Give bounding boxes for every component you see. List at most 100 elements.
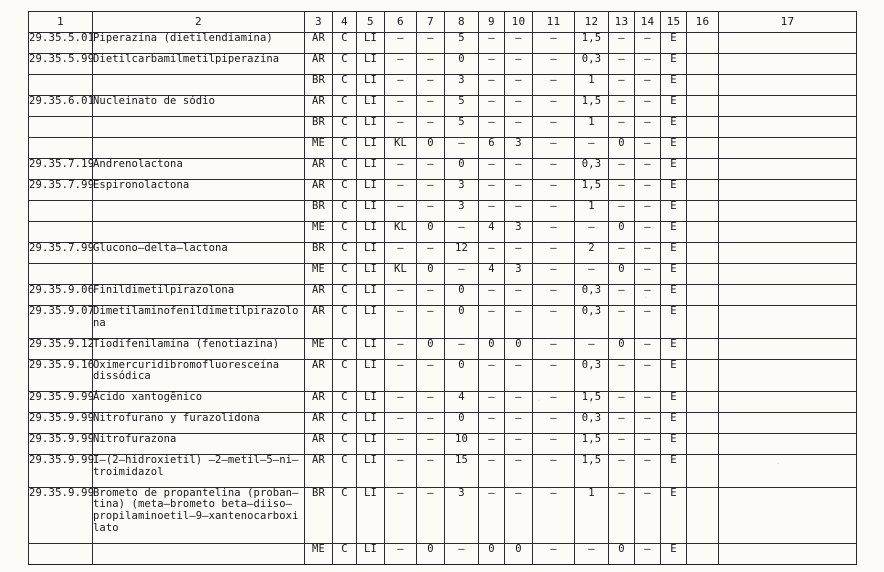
col-header-2: 2 [92, 11, 305, 33]
cell-col-12: 0,3 [574, 284, 609, 306]
cell-col-6: – [384, 391, 417, 414]
cell-col-17 [718, 454, 857, 488]
table-row: 29.35.5.99 Dietilcarbamilmetilpiperazina A… [28, 53, 857, 75]
cell-col-16 [686, 158, 719, 180]
cell-col-8: 4 [444, 391, 479, 414]
cell-col-10: 0 [504, 542, 533, 565]
cell-col-5: LI [356, 200, 385, 222]
cell-col-10: 3 [504, 263, 533, 285]
cell-col-7: – [416, 412, 445, 435]
cell-col-12: 0,3 [574, 358, 609, 393]
cell-col-5: LI [356, 95, 385, 117]
description-line: tina) (meta–brometo beta–diiso– [93, 498, 293, 511]
cell-col-14: – [634, 305, 661, 339]
cell-col-13: – [608, 53, 635, 75]
cell-col-3: ME [304, 542, 333, 565]
cell-col-7: – [416, 179, 445, 201]
cell-col-7: – [416, 158, 445, 180]
cell-code: 29.35.9.16 [28, 358, 94, 393]
cell-col-4: C [332, 158, 357, 180]
cell-col-12: – [574, 221, 609, 243]
cell-col-15: E [660, 137, 687, 159]
cell-col-16 [686, 242, 719, 264]
cell-col-3: AR [304, 158, 333, 180]
cell-col-8: 3 [444, 200, 479, 222]
cell-col-3: AR [304, 412, 333, 435]
cell-col-11: – [532, 74, 575, 96]
cell-code: 29.35.6.01 [28, 95, 94, 117]
cell-col-13: – [608, 179, 635, 201]
cell-col-8: 5 [444, 95, 479, 117]
cell-description [92, 74, 305, 96]
cell-col-12: 1,5 [574, 454, 609, 488]
cell-code: 29.35.7.99 [28, 179, 94, 201]
cell-description [92, 116, 305, 138]
cell-description: Oximercuridibromofluoresceína dissódica [92, 358, 305, 393]
cell-description [92, 263, 305, 285]
cell-col-8: – [444, 137, 479, 159]
cell-col-14: – [634, 412, 661, 435]
col-header-3: 3 [304, 11, 333, 33]
cell-col-16 [686, 74, 719, 96]
cell-col-10: – [504, 391, 533, 414]
cell-col-15: E [660, 358, 687, 393]
cell-col-17 [718, 137, 857, 159]
table-row: 29.35.6.01 Nucleinato de sódio AR C LI – –5– – –… [28, 95, 857, 117]
cell-description: Andrenolactona [92, 158, 305, 180]
cell-col-11: – [532, 242, 575, 264]
description-line: troimidazol [93, 465, 164, 478]
cell-col-3: BR [304, 116, 333, 138]
cell-col-12: 0,3 [574, 412, 609, 435]
cell-code: 29.35.9.99 [28, 412, 94, 435]
cell-col-10: – [504, 179, 533, 201]
cell-col-16 [686, 137, 719, 159]
cell-col-5: LI [356, 284, 385, 306]
cell-col-12: 0,3 [574, 305, 609, 339]
cell-col-14: – [634, 337, 661, 360]
cell-col-8: 5 [444, 32, 479, 54]
cell-col-11: – [532, 542, 575, 565]
cell-col-14: – [634, 74, 661, 96]
col-header-11: 11 [532, 11, 575, 33]
cell-col-4: C [332, 542, 357, 565]
cell-col-10: – [504, 74, 533, 96]
cell-col-11: – [532, 32, 575, 54]
cell-description [92, 200, 305, 222]
cell-col-3: ME [304, 337, 333, 360]
cell-col-9: 4 [478, 221, 505, 243]
cell-col-14: – [634, 433, 661, 456]
cell-col-11: – [532, 412, 575, 435]
cell-code: 29.35.7.99 [28, 242, 94, 264]
cell-col-13: – [608, 358, 635, 393]
col-header-10: 10 [504, 11, 533, 33]
cell-col-11: – [532, 337, 575, 360]
cell-col-12: 0,3 [574, 53, 609, 75]
cell-col-15: E [660, 391, 687, 414]
cell-col-11: – [532, 158, 575, 180]
cell-col-10: – [504, 32, 533, 54]
cell-description: Brometo de propantelina (proban– tina) (m… [92, 486, 305, 544]
cell-col-9: – [478, 95, 505, 117]
cell-col-3: BR [304, 486, 333, 544]
cell-col-11: – [532, 200, 575, 222]
cell-col-7: – [416, 74, 445, 96]
cell-col-17 [718, 221, 857, 243]
cell-col-14: – [634, 358, 661, 393]
cell-col-3: AR [304, 179, 333, 201]
description-line: Dimetilaminofenildimetilpirazolo [93, 305, 299, 317]
description-line: Tiodifenilamina (fenotiazina) [93, 337, 280, 350]
cell-description: Piperazina (dietilendiamina) [92, 32, 305, 54]
cell-code: 29.35.9.99 [28, 454, 94, 488]
cell-col-9: – [478, 305, 505, 339]
cell-col-5: LI [356, 179, 385, 201]
cell-col-3: ME [304, 263, 333, 285]
cell-col-5: LI [356, 433, 385, 456]
cell-col-17 [718, 391, 857, 414]
cell-col-15: E [660, 263, 687, 285]
cell-col-15: E [660, 158, 687, 180]
cell-col-9: – [478, 284, 505, 306]
cell-col-16 [686, 337, 719, 360]
cell-col-14: – [634, 200, 661, 222]
cell-col-11: – [532, 179, 575, 201]
cell-col-17 [718, 158, 857, 180]
